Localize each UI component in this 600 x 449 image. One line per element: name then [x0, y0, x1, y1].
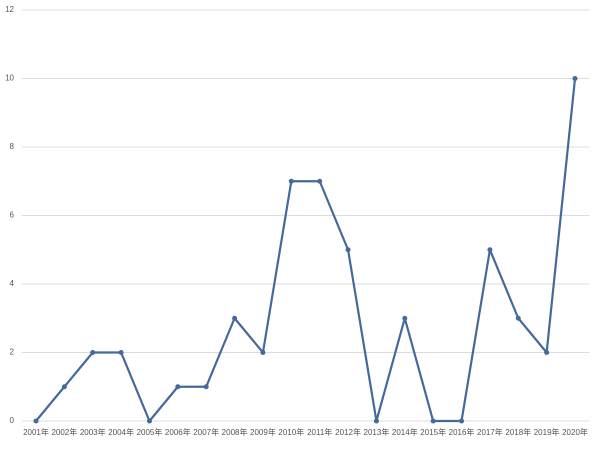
x-tick-label: 2001年: [23, 427, 49, 437]
point: [260, 350, 266, 355]
point: [572, 76, 578, 81]
point: [118, 350, 124, 355]
point: [430, 418, 436, 424]
point: [544, 350, 550, 355]
point: [288, 178, 294, 184]
line: [35, 78, 577, 423]
point: [90, 350, 96, 355]
y-tick-label: 4: [10, 279, 15, 288]
point: [33, 418, 39, 424]
point: [146, 418, 152, 424]
x-tick-label: 2014年: [392, 427, 418, 437]
point: [232, 315, 238, 321]
x-tick-label: 2015年: [420, 427, 446, 437]
y-tick-label: 8: [10, 142, 15, 151]
point: [515, 315, 521, 321]
x-tick-label: 2020年: [562, 427, 588, 437]
x-tick-label: 2012年: [335, 427, 361, 437]
point: [373, 418, 379, 424]
x-tick-label: 2006年: [165, 427, 191, 437]
y-tick-label: 2: [10, 348, 15, 357]
x-tick-label: 2016年: [449, 427, 475, 437]
x-tick-label: 2018年: [505, 427, 531, 437]
y-tick-label: 10: [5, 74, 14, 83]
point: [203, 384, 209, 390]
point: [487, 247, 493, 253]
point: [345, 247, 351, 253]
x-tick-label: 2008年: [222, 427, 248, 437]
x-tick-label: 2013年: [364, 427, 390, 437]
x-tick-label: 2011年: [307, 427, 332, 437]
point: [402, 315, 408, 321]
x-tick-label: 2010年: [278, 427, 304, 437]
x-tick-label: 2017年: [477, 427, 503, 437]
x-tick-label: 2003年: [80, 427, 106, 437]
x-tick-label: 2005年: [137, 427, 163, 437]
y-tick-label: 0: [10, 416, 15, 425]
x-tick-label: 2019年: [534, 427, 560, 437]
x-tick-label: 2004年: [108, 427, 134, 437]
point: [61, 384, 67, 390]
point: [459, 418, 465, 424]
x-tick-label: 2002年: [51, 427, 77, 437]
x-tick-label: 2009年: [250, 427, 276, 437]
y-tick-label: 12: [5, 5, 14, 14]
point: [317, 178, 323, 184]
x-tick-label: 2007年: [193, 427, 219, 437]
y-tick-label: 6: [10, 211, 15, 220]
point: [175, 384, 181, 390]
